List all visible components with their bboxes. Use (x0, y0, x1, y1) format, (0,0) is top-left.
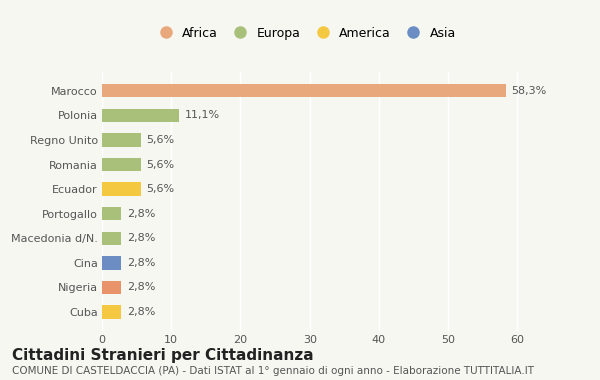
Text: 5,6%: 5,6% (146, 160, 175, 169)
Text: 2,8%: 2,8% (127, 233, 155, 243)
Text: 2,8%: 2,8% (127, 209, 155, 219)
Text: 2,8%: 2,8% (127, 258, 155, 268)
Legend: Africa, Europa, America, Asia: Africa, Europa, America, Asia (148, 22, 461, 44)
Bar (102, 305, 121, 319)
Bar (102, 256, 121, 270)
Bar (102, 133, 141, 147)
Bar (102, 231, 121, 245)
Bar (102, 109, 179, 122)
Text: 2,8%: 2,8% (127, 307, 155, 317)
Bar (102, 158, 141, 171)
Bar (102, 281, 121, 294)
Bar (102, 182, 141, 196)
Bar (102, 84, 506, 98)
Text: 5,6%: 5,6% (146, 184, 175, 194)
Text: 2,8%: 2,8% (127, 282, 155, 293)
Text: Cittadini Stranieri per Cittadinanza: Cittadini Stranieri per Cittadinanza (12, 348, 314, 363)
Bar (102, 207, 121, 220)
Text: 58,3%: 58,3% (511, 86, 547, 96)
Text: 5,6%: 5,6% (146, 135, 175, 145)
Text: COMUNE DI CASTELDACCIA (PA) - Dati ISTAT al 1° gennaio di ogni anno - Elaborazio: COMUNE DI CASTELDACCIA (PA) - Dati ISTAT… (12, 366, 534, 375)
Text: 11,1%: 11,1% (184, 110, 220, 120)
